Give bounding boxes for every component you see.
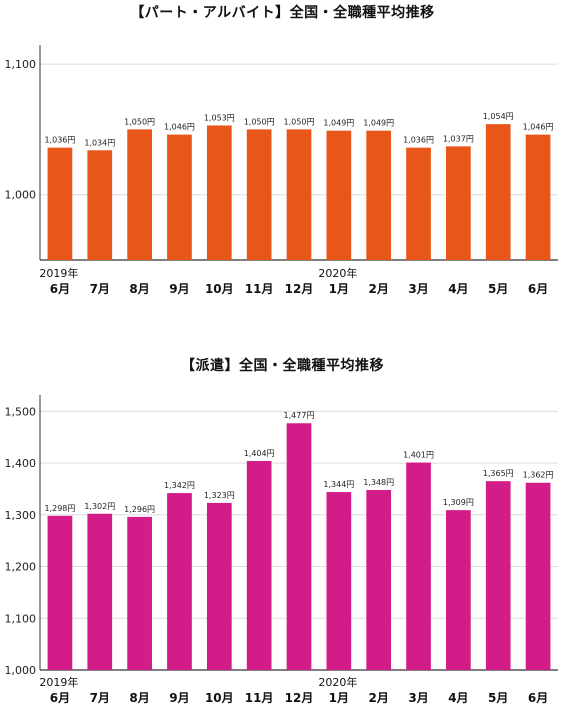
data-label: 1,348円 <box>363 478 394 487</box>
y-tick-label: 1,500 <box>5 405 37 418</box>
data-label: 1,401円 <box>403 451 434 460</box>
bar <box>406 462 431 670</box>
y-tick-label: 1,000 <box>5 189 37 202</box>
chart-title: 【派遣】全国・全職種平均推移 <box>181 358 384 374</box>
data-label: 1,344円 <box>323 480 354 489</box>
dispatch-chart-panel: 【派遣】全国・全職種平均推移 1,000 1,100 1,200 1,300 1,400… <box>0 345 565 711</box>
y-tick-label: 1,100 <box>5 612 37 625</box>
x-tick-label: 2月 <box>369 282 389 296</box>
data-label: 1,049円 <box>323 119 354 128</box>
x-tick-label: 7月 <box>90 282 110 296</box>
bar <box>206 502 232 670</box>
x-tick-label: 6月 <box>528 691 548 705</box>
bar <box>47 515 73 670</box>
dispatch-bar-chart: 1,000 1,100 1,200 1,300 1,400 1,500 1,298円 6月 1,… <box>5 395 558 705</box>
bar <box>485 481 511 670</box>
x-tick-label: 5月 <box>488 282 508 296</box>
data-label: 1,342円 <box>164 481 195 490</box>
bar <box>246 129 272 260</box>
bar <box>366 489 392 670</box>
data-label: 1,404円 <box>244 449 275 458</box>
bar <box>167 493 192 670</box>
bar <box>525 482 551 670</box>
data-label: 1,309円 <box>443 498 474 507</box>
data-label: 1,054円 <box>483 112 514 121</box>
data-label: 1,037円 <box>443 134 474 143</box>
bar <box>485 124 511 261</box>
bar <box>286 129 312 260</box>
bar <box>87 513 113 670</box>
x-tick-label: 11月 <box>245 282 274 296</box>
data-label: 1,034円 <box>84 138 115 147</box>
y-tick-label: 1,300 <box>5 509 37 522</box>
bar <box>206 125 232 260</box>
bar <box>47 147 73 260</box>
data-label: 1,296円 <box>124 505 155 514</box>
data-label: 1,036円 <box>44 136 75 145</box>
part-time-bar-chart: 1,000 1,100 1,036円 6月 1,034円 7月 1,050円 8月 1,046円… <box>5 45 558 296</box>
data-label: 1,049円 <box>363 119 394 128</box>
year-label: 2020年 <box>318 266 357 280</box>
bar <box>127 516 152 670</box>
data-label: 1,362円 <box>523 471 554 480</box>
bar <box>446 510 471 670</box>
x-tick-label: 1月 <box>329 691 349 705</box>
bar <box>366 130 392 260</box>
data-label: 1,323円 <box>204 491 235 500</box>
bar <box>246 461 272 670</box>
x-tick-label: 11月 <box>245 691 274 705</box>
year-label: 2019年 <box>39 675 78 689</box>
data-label: 1,365円 <box>483 469 514 478</box>
x-tick-label: 6月 <box>528 282 548 296</box>
x-tick-label: 1月 <box>329 282 349 296</box>
x-tick-label: 10月 <box>205 282 234 296</box>
data-label: 1,036円 <box>403 136 434 145</box>
bar <box>286 423 312 670</box>
year-label: 2020年 <box>318 675 357 689</box>
bar <box>87 150 113 260</box>
bar <box>525 134 551 260</box>
data-label: 1,050円 <box>244 117 275 126</box>
x-tick-label: 3月 <box>408 691 428 705</box>
x-tick-label: 6月 <box>50 282 70 296</box>
bar <box>446 146 471 260</box>
x-tick-label: 5月 <box>488 691 508 705</box>
x-tick-label: 3月 <box>408 282 428 296</box>
y-tick-label: 1,200 <box>5 561 37 574</box>
x-tick-label: 9月 <box>169 691 189 705</box>
bar <box>326 492 352 670</box>
data-label: 1,053円 <box>204 113 235 122</box>
data-label: 1,477円 <box>284 411 315 420</box>
x-tick-label: 4月 <box>448 282 468 296</box>
x-tick-label: 8月 <box>129 691 149 705</box>
x-tick-label: 12月 <box>285 282 314 296</box>
year-label: 2019年 <box>39 266 78 280</box>
x-tick-label: 2月 <box>369 691 389 705</box>
x-tick-label: 9月 <box>169 282 189 296</box>
bar <box>127 129 152 260</box>
data-label: 1,302円 <box>84 502 115 511</box>
y-tick-label: 1,400 <box>5 457 37 470</box>
bar <box>406 147 431 260</box>
x-tick-label: 4月 <box>448 691 468 705</box>
y-tick-label: 1,100 <box>5 58 37 71</box>
x-tick-label: 8月 <box>129 282 149 296</box>
bar <box>326 130 352 260</box>
x-tick-label: 10月 <box>205 691 234 705</box>
bar <box>167 134 192 260</box>
part-time-chart-panel: 【パート・アルバイト】全国・全職種平均推移 1,000 1,100 1,036円 6月… <box>0 0 565 330</box>
chart-title: 【パート・アルバイト】全国・全職種平均推移 <box>130 5 435 21</box>
x-tick-label: 6月 <box>50 691 70 705</box>
data-label: 1,050円 <box>284 117 315 126</box>
data-label: 1,050円 <box>124 117 155 126</box>
x-tick-label: 7月 <box>90 691 110 705</box>
data-label: 1,046円 <box>164 123 195 132</box>
data-label: 1,298円 <box>44 504 75 513</box>
y-tick-label: 1,000 <box>5 664 37 677</box>
data-label: 1,046円 <box>523 123 554 132</box>
x-tick-label: 12月 <box>285 691 314 705</box>
